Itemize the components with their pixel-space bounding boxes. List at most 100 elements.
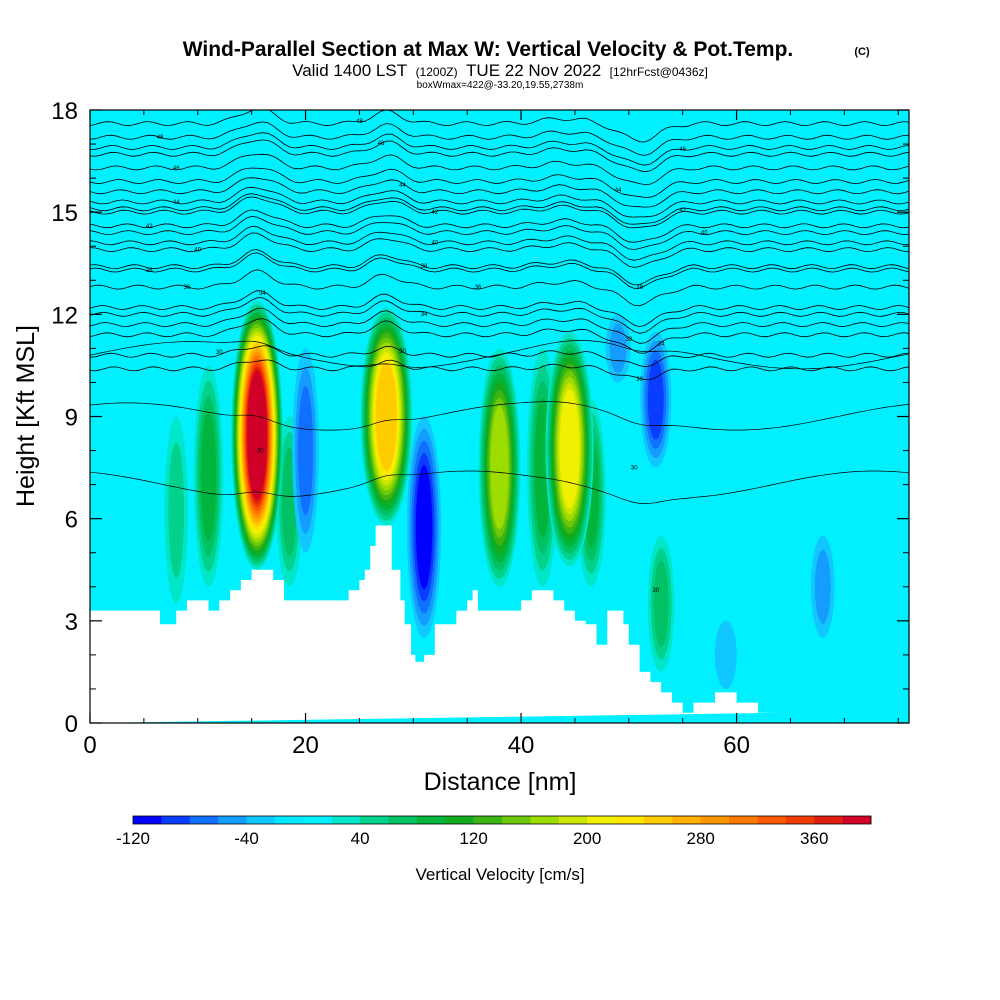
svg-text:42: 42	[146, 224, 153, 230]
colorbar-tick-label: 280	[687, 829, 715, 848]
svg-text:32: 32	[625, 337, 632, 343]
theta-contour-line	[90, 359, 909, 381]
velocity-band	[490, 405, 509, 530]
colorbar-tick-label: 200	[573, 829, 601, 848]
updraft-core	[193, 365, 224, 587]
velocity-band	[647, 359, 664, 440]
contour-label: 32	[625, 337, 632, 343]
theta-contour-line	[90, 470, 909, 504]
contour-label: 40	[701, 231, 708, 237]
svg-text:30: 30	[652, 588, 659, 594]
contour-label: 46	[378, 141, 385, 147]
svg-text:34: 34	[421, 312, 428, 318]
contour-label: 34	[658, 342, 665, 348]
plot-area: 48 48 46 46 46 44 44 44 42 42 42 40 40 40 38 38 38 36 36 34…	[90, 110, 909, 723]
forecast-info: [12hrFcst@0436z]	[610, 65, 708, 79]
colorbar: -120 -40 40 120 200 280 360	[116, 815, 872, 848]
svg-text:44: 44	[173, 200, 180, 206]
velocity-band	[415, 465, 433, 590]
velocity-band	[247, 370, 267, 500]
colorbar-frame	[132, 815, 872, 825]
contour-label: 30	[257, 449, 264, 455]
contour-label: 46	[679, 147, 686, 153]
colorbar-tick-label: 120	[459, 829, 487, 848]
y-tick-label: 15	[51, 200, 78, 227]
x-axis-label: Distance [nm]	[424, 768, 577, 796]
contour-label: 48	[356, 119, 363, 125]
colorbar-swatch	[814, 816, 843, 824]
colorbar-swatch	[303, 816, 332, 824]
valid-prefix: Valid 1400 LST	[292, 61, 407, 80]
x-tick-label: 60	[723, 732, 750, 759]
colorbar-tick-label: -120	[116, 829, 150, 848]
colorbar-swatch	[643, 816, 673, 824]
copyright-mark: (C)	[854, 46, 870, 58]
updraft-core	[527, 348, 559, 587]
contour-label: 44	[615, 188, 622, 194]
colorbar-swatch	[161, 816, 191, 824]
theta-contour-line	[90, 193, 909, 225]
contour-label: 38	[146, 268, 153, 274]
contour-label: 34	[259, 291, 266, 297]
colorbar-swatch	[218, 816, 247, 824]
svg-text:34: 34	[658, 342, 665, 348]
valid-date: TUE 22 Nov 2022	[466, 61, 601, 80]
theta-contour-line	[90, 232, 909, 268]
colorbar-swatch	[388, 816, 418, 824]
contour-label: 38	[421, 264, 428, 270]
svg-text:36: 36	[475, 285, 482, 291]
contour-label: 44	[173, 200, 180, 206]
downdraft-core	[292, 348, 319, 553]
theta-contour-line	[90, 401, 909, 431]
theta-contour-line	[90, 215, 909, 250]
colorbar-swatch	[672, 816, 701, 824]
theta-contour-line	[90, 153, 909, 186]
updraft-core	[231, 300, 283, 570]
colorbar-swatch	[331, 816, 361, 824]
contour-label: 38	[636, 285, 643, 291]
svg-text:42: 42	[431, 210, 438, 216]
vertical-velocity-field	[164, 300, 835, 689]
colorbar-swatch	[445, 816, 474, 824]
contour-label: 44	[399, 183, 406, 189]
svg-text:46: 46	[378, 141, 385, 147]
svg-text:38: 38	[421, 264, 428, 270]
y-tick-label: 0	[65, 711, 78, 738]
contour-label: 48	[157, 135, 164, 141]
svg-text:36: 36	[184, 285, 191, 291]
theta-contour-line	[90, 269, 909, 307]
theta-contour-line	[90, 225, 909, 261]
svg-text:40: 40	[431, 241, 438, 247]
velocity-band	[814, 549, 831, 624]
colorbar-swatch	[729, 816, 758, 824]
svg-text:44: 44	[399, 183, 406, 189]
theta-contour-line	[90, 167, 909, 198]
contour-label: 30	[652, 588, 659, 594]
svg-text:30: 30	[216, 350, 223, 356]
svg-text:30: 30	[257, 449, 264, 455]
colorbar-swatch	[274, 816, 304, 824]
chart-title: Wind-Parallel Section at Max W: Vertical…	[183, 38, 794, 61]
x-axis: 0 20 40 60	[83, 110, 899, 759]
colorbar-tick-label: 360	[800, 829, 828, 848]
theta-contour-line	[90, 297, 909, 334]
contour-labels: 48 48 46 46 46 44 44 44 42 42 42 40 40 40 38 38 38 36 36 34…	[146, 119, 708, 594]
contour-label: 40	[431, 241, 438, 247]
svg-text:30: 30	[636, 377, 643, 383]
contour-label: 34	[421, 312, 428, 318]
terrain-mask	[90, 525, 780, 723]
svg-text:30: 30	[399, 349, 406, 355]
contour-label: 40	[194, 248, 201, 254]
colorbar-swatch	[133, 816, 162, 824]
contour-label: 46	[173, 166, 180, 172]
y-tick-label: 9	[65, 405, 78, 432]
svg-text:44: 44	[615, 188, 622, 194]
theta-contour-line	[90, 249, 909, 286]
valid-utc: (1200Z)	[416, 65, 458, 79]
colorbar-swatch	[785, 816, 815, 824]
theta-contour-line	[90, 132, 909, 166]
y-tick-label: 18	[51, 98, 78, 125]
velocity-band	[559, 389, 580, 509]
updraft-core	[647, 535, 675, 672]
